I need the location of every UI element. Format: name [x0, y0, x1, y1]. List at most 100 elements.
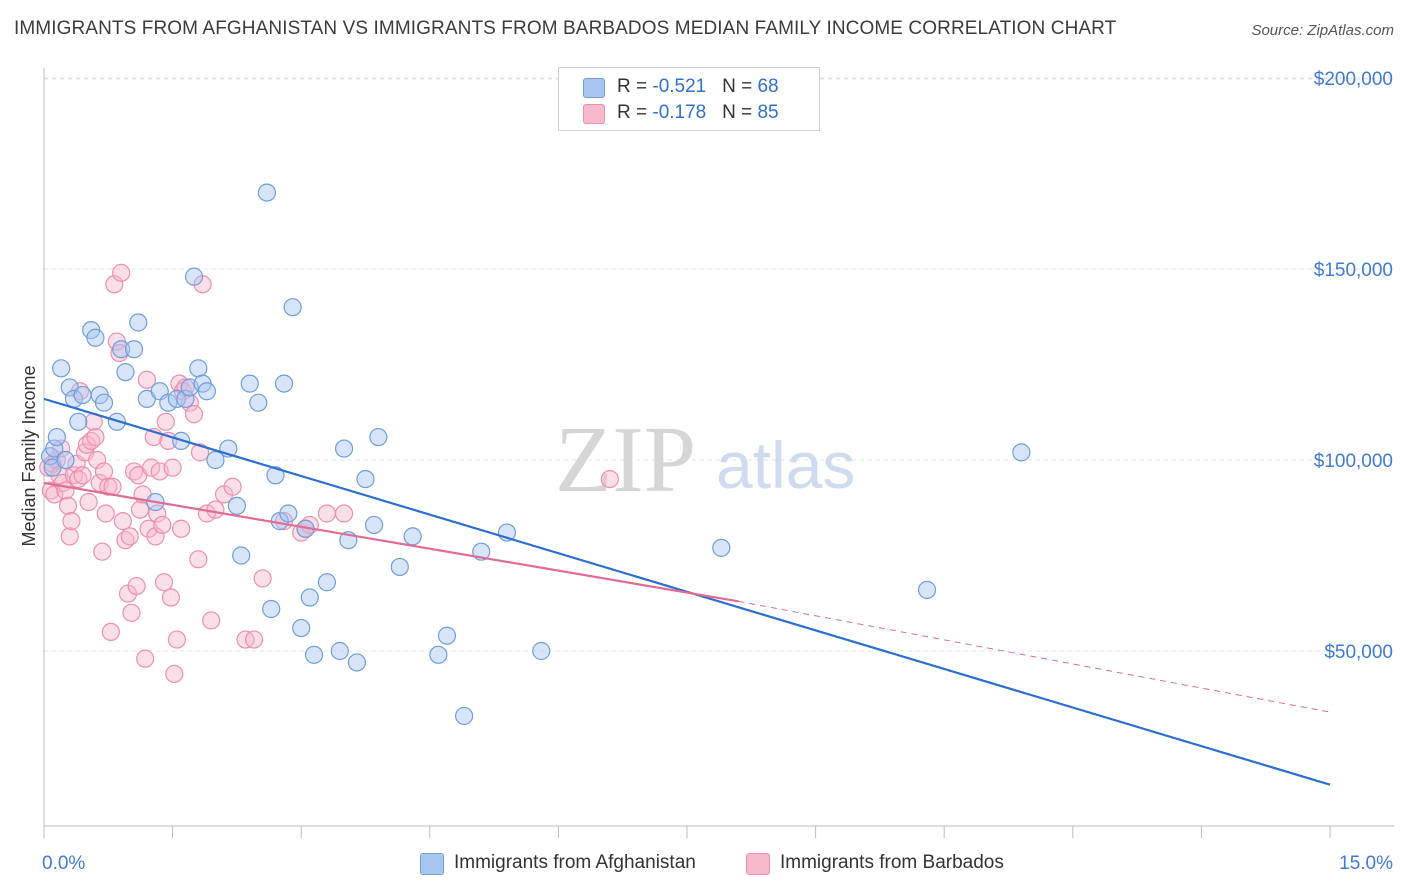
barbados-point: [334, 504, 354, 523]
afghanistan-point: [73, 385, 92, 405]
afghanistan-point: [283, 298, 302, 317]
legend-r-label: R =: [617, 76, 653, 97]
barbados-point: [99, 477, 118, 496]
barbados-point: [94, 462, 114, 481]
barbados-point: [112, 263, 131, 282]
grid-lines: [44, 77, 1394, 652]
source-label: Source: ZipAtlas.com: [1251, 22, 1394, 39]
y-tick-label: $200,000: [1314, 69, 1393, 90]
afghanistan-point: [129, 313, 148, 332]
legend-n-label: N =: [722, 102, 758, 123]
barbados-point: [600, 470, 619, 489]
x-tick-label-max: 15.0%: [1339, 853, 1393, 874]
afghanistan-point: [330, 641, 349, 661]
afghanistan-point: [364, 515, 384, 535]
afghanistan-point: [266, 466, 285, 485]
afghanistan-point: [356, 470, 375, 489]
barbados-point: [223, 477, 242, 496]
afghanistan-point: [197, 382, 216, 401]
correlation-legend: R = -0.521 N = 68 R = -0.178 N = 85: [558, 67, 820, 131]
afghanistan-point: [86, 328, 105, 347]
afghanistan-point: [279, 504, 298, 523]
barbados-point: [154, 573, 174, 592]
afghanistan-point: [69, 412, 88, 431]
x-tick-label-min: 0.0%: [42, 853, 85, 874]
afghanistan-point: [437, 626, 457, 645]
barbados-point: [317, 504, 337, 523]
afghanistan-point: [94, 393, 114, 412]
trend-lines: [43, 397, 1331, 786]
legend-swatch-blue: [583, 78, 605, 98]
afghanistan-point: [304, 645, 324, 664]
afghanistan-point: [917, 580, 937, 599]
afghanistan-point: [390, 557, 409, 577]
barbados-point: [60, 527, 79, 546]
barbados-point: [86, 427, 105, 447]
legend-r-value: -0.178: [652, 102, 707, 123]
afghanistan-point: [257, 183, 277, 202]
legend-n-value: 68: [757, 76, 779, 97]
axis-labels: $50,000 $100,000 $150,000 $200,000 0.0% 15.0%…: [19, 69, 1393, 874]
barbados-point: [167, 630, 186, 649]
barbados-point: [189, 550, 208, 569]
afghanistan-point: [184, 267, 204, 286]
legend-n-value: 85: [757, 102, 779, 123]
afghanistan-point: [369, 427, 388, 447]
barbados-point: [172, 519, 191, 538]
barbados-point: [96, 504, 115, 523]
barbados-point: [88, 450, 107, 470]
barbados-point: [202, 611, 221, 630]
barbados-point: [206, 500, 225, 519]
series-barbados-points: [39, 263, 619, 684]
y-tick-label: $50,000: [1324, 642, 1393, 663]
series-afghanistan-points: [40, 183, 1031, 726]
barbados-point: [113, 512, 132, 531]
afghanistan-point: [292, 618, 311, 638]
afghanistan-point: [112, 340, 131, 359]
barbados-point: [137, 370, 156, 389]
afghanistan-point: [262, 599, 281, 619]
watermark-atlas: atlas: [716, 428, 855, 502]
y-tick-label: $150,000: [1314, 260, 1393, 281]
chart-title: IMMIGRANTS FROM AFGHANISTAN VS IMMIGRANT…: [14, 18, 1117, 39]
afghanistan-point: [189, 359, 208, 378]
afghanistan-point: [712, 538, 731, 557]
bottom-legend-swatch-pink: [746, 853, 770, 875]
afghanistan-point: [159, 393, 178, 412]
bottom-legend-label: Immigrants from Afghanistan: [454, 852, 696, 873]
afghanistan-point: [532, 641, 551, 661]
barbados-point: [120, 527, 139, 546]
barbados-point: [73, 466, 92, 485]
afghanistan-point: [56, 450, 75, 470]
afghanistan-point: [347, 653, 367, 672]
barbados-point: [93, 542, 112, 561]
barbados-point: [148, 504, 167, 523]
y-tick-label: $100,000: [1314, 451, 1393, 472]
afghanistan-point: [317, 573, 337, 592]
y-axis-label: Median Family Income: [19, 365, 39, 546]
barbados-point: [156, 412, 175, 431]
afghanistan-point: [429, 645, 448, 664]
afghanistan-point: [52, 359, 71, 378]
afghanistan-point: [240, 374, 259, 393]
barbados-point: [62, 512, 81, 531]
barbados-point: [161, 588, 180, 607]
legend-r-value: -0.521: [652, 76, 707, 97]
barbados-point: [244, 630, 264, 649]
barbados-point: [146, 527, 165, 546]
barbados-point: [58, 496, 78, 515]
afghanistan-point: [403, 527, 422, 546]
barbados-point: [163, 458, 182, 477]
bottom-legend-swatch-blue: [420, 853, 444, 875]
bottom-legend-label: Immigrants from Barbados: [780, 852, 1004, 873]
afghanistan-point: [45, 439, 64, 458]
afghanistan-point: [249, 393, 268, 412]
legend-text: R = -0.178 N = 85: [617, 102, 779, 124]
legend-text: R = -0.521 N = 68: [617, 76, 779, 98]
barbados-point: [184, 405, 204, 424]
afghanistan-point: [206, 450, 225, 470]
barbados-trend-line: [43, 481, 739, 603]
afghanistan-point: [176, 389, 195, 408]
barbados-point: [165, 664, 184, 684]
barbados-point: [79, 492, 98, 512]
